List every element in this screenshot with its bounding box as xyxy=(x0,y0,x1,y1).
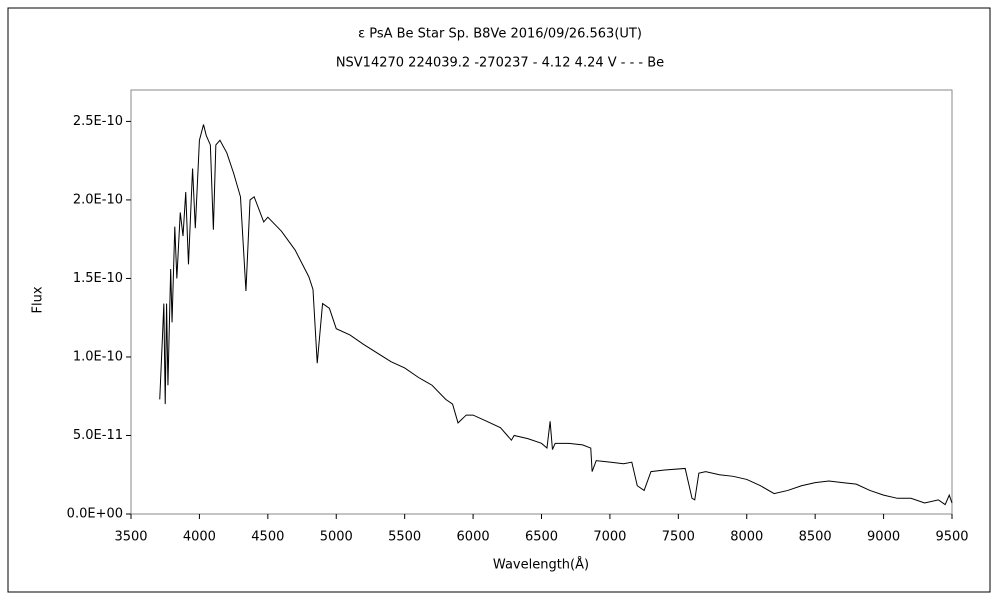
x-tick-label: 8500 xyxy=(799,530,832,545)
y-tick-label: 5.0E-11 xyxy=(73,428,123,443)
y-tick-label: 2.0E-10 xyxy=(73,192,123,207)
chart-title: ε PsA Be Star Sp. B8Ve 2016/09/26.563(UT… xyxy=(358,27,642,42)
y-tick-label: 2.5E-10 xyxy=(73,114,123,129)
x-tick-label: 6500 xyxy=(525,530,558,545)
x-tick-label: 7000 xyxy=(593,530,626,545)
y-tick-label: 1.5E-10 xyxy=(73,271,123,286)
x-tick-label: 4500 xyxy=(251,530,284,545)
x-tick-label: 9500 xyxy=(935,530,968,545)
x-tick-label: 6000 xyxy=(457,530,490,545)
plot-area xyxy=(130,89,953,515)
y-axis-label: Flux xyxy=(31,286,46,313)
x-tick-label: 3500 xyxy=(114,530,147,545)
x-tick-label: 5500 xyxy=(388,530,421,545)
x-tick-label: 9000 xyxy=(867,530,900,545)
y-tick-label: 1.0E-10 xyxy=(73,349,123,364)
frame xyxy=(7,7,991,593)
x-tick-label: 8000 xyxy=(730,530,763,545)
y-tick-label: 0.0E+00 xyxy=(67,507,123,522)
x-tick-label: 5000 xyxy=(320,530,353,545)
spectrum-line xyxy=(159,124,953,506)
x-tick-label: 7500 xyxy=(662,530,695,545)
x-tick-label: 4000 xyxy=(183,530,216,545)
x-axis-label: Wavelength(Å) xyxy=(493,557,589,573)
chart-subtitle: NSV14270 224039.2 -270237 - 4.12 4.24 V … xyxy=(336,56,664,71)
